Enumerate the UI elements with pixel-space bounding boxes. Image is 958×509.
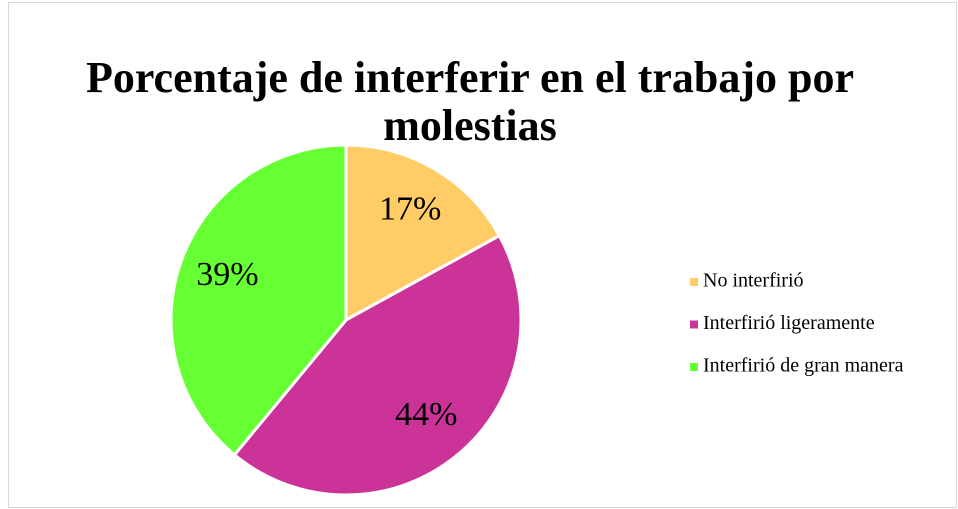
data-label: 39%	[196, 256, 258, 293]
legend-swatch	[690, 363, 698, 371]
legend-label: Interfirió ligeramente	[703, 312, 875, 334]
pie-slice	[232, 233, 523, 497]
chart-title: Porcentaje de interferir en el trabajo p…	[85, 53, 855, 150]
legend-label: Interfirió de gran manera	[703, 355, 904, 377]
legend-swatch	[690, 278, 698, 286]
data-label: 17%	[379, 190, 441, 227]
pie-slice	[344, 143, 502, 323]
data-label: 44%	[395, 396, 457, 433]
pie-slice	[169, 143, 348, 457]
legend-swatch	[690, 320, 698, 329]
legend-label: No interfirió	[703, 270, 804, 292]
